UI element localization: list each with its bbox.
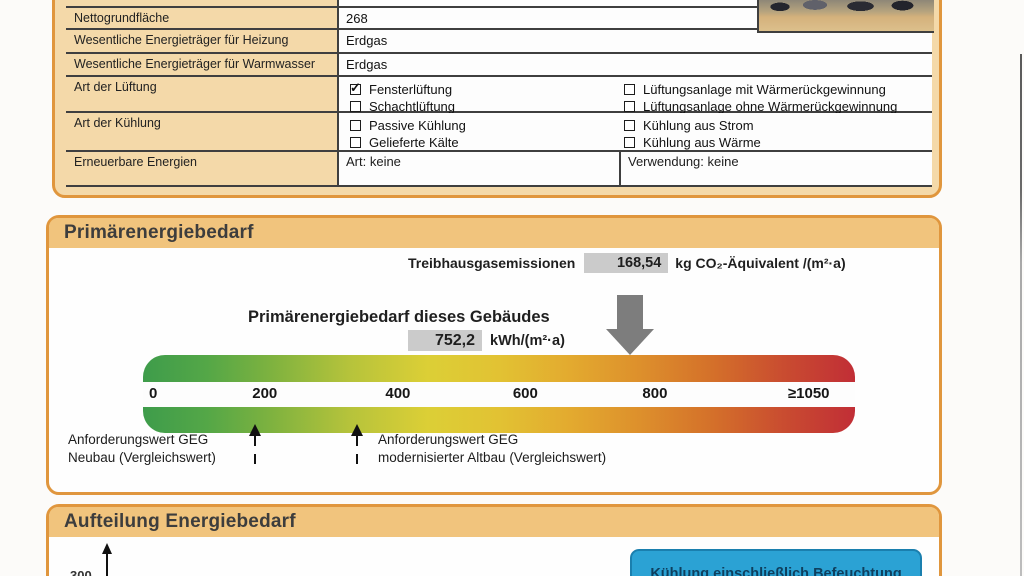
building-value-arrow-icon <box>606 295 654 355</box>
row-value: Erdgas <box>337 54 932 75</box>
req-marker-neubau-icon <box>248 424 262 464</box>
ghg-label: Treibhausgasemissionen <box>408 255 576 271</box>
checkbox-icon <box>350 120 361 131</box>
scale-tick: 200 <box>252 385 278 402</box>
option-label: Schachtlüftung <box>369 99 456 114</box>
checkbox-option: Fensterlüftung <box>350 80 624 98</box>
checkbox-option: Kühlung aus Strom <box>624 117 932 134</box>
table-row: Wesentliche Energieträger für Heizung Er… <box>66 30 932 54</box>
scale-tick-band: 0 200 400 600 800 ≥1050 <box>143 382 855 407</box>
checkbox-option: Lüftungsanlage mit Wärmerückgewinnung <box>624 81 932 98</box>
scale-tick: 400 <box>385 385 411 402</box>
checkbox-option: Gelieferte Kälte <box>350 134 624 151</box>
checkbox-icon <box>624 137 635 148</box>
checkbox-icon <box>350 137 361 148</box>
demand-value: 752,2 <box>408 330 482 351</box>
row-label: Nettogrundfläche <box>74 11 170 25</box>
checkbox-option: Kühlung aus Wärme <box>624 134 932 151</box>
table-row <box>66 0 932 8</box>
ghg-unit: kg CO₂-Äquivalent /(m²·a) <box>675 255 846 271</box>
ghg-value: 168,54 <box>584 253 669 273</box>
row-label: Wesentliche Energieträger für Heizung <box>74 33 289 47</box>
chart-y-axis-arrow-icon <box>100 543 114 576</box>
demand-unit: kWh/(m²·a) <box>490 332 565 349</box>
row-value: 268 <box>337 8 757 28</box>
renewables-art: Art: keine <box>339 152 621 185</box>
option-label: Passive Kühlung <box>369 118 466 133</box>
checkbox-group: Passive Kühlung Gelieferte Kälte Kühlung… <box>337 113 932 150</box>
checkbox-option: Passive Kühlung <box>350 117 624 134</box>
checkbox-checked-icon <box>350 80 361 96</box>
scale-tick: ≥1050 <box>787 385 830 402</box>
checkbox-icon <box>624 84 635 95</box>
building-aerial-photo <box>757 0 934 33</box>
req-altbau-text: Anforderungswert GEG modernisierter Altb… <box>378 432 607 465</box>
row-label: Art der Kühlung <box>74 116 161 130</box>
req-marker-altbau-icon <box>350 424 364 464</box>
table-row-ventilation: Art der Lüftung Fensterlüftung Schachtlü… <box>66 77 932 114</box>
checkbox-group: Fensterlüftung Schachtlüftung Lüftungsan… <box>337 77 932 114</box>
table-row-renewables: Erneuerbare Energien Art: keine Verwendu… <box>66 152 932 187</box>
demand-value-row: 752,2 kWh/(m²·a) <box>408 330 565 351</box>
table-row-cooling: Art der Kühlung Passive Kühlung Geliefer… <box>66 113 932 152</box>
table-row: Wesentliche Energieträger für Warmwasser… <box>66 54 932 77</box>
option-label: Kühlung aus Strom <box>643 118 754 133</box>
table-row: Nettogrundfläche 268 <box>66 8 932 30</box>
checkbox-option: Lüftungsanlage ohne Wärmerückgewinnung <box>624 98 932 115</box>
demand-label: Primärenergiebedarf dieses Gebäudes <box>248 308 550 326</box>
scan-page-edge <box>1020 54 1022 576</box>
energy-scale-gradient: 0 200 400 600 800 ≥1050 <box>143 355 855 433</box>
option-label: Lüftungsanlage ohne Wärmerückgewinnung <box>643 99 898 114</box>
scale-tick: 0 <box>149 385 158 402</box>
scale-tick: 600 <box>512 385 538 402</box>
section-title: Aufteilung Energiebedarf <box>49 507 939 537</box>
ghg-emissions-row: Treibhausgasemissionen 168,54 kg CO₂-Äqu… <box>408 253 846 273</box>
option-label: Fensterlüftung <box>369 82 453 97</box>
energy-split-box: Aufteilung Energiebedarf <box>46 504 942 576</box>
renewables-verwendung: Verwendung: keine <box>628 154 739 169</box>
option-label: Kühlung aus Wärme <box>643 135 761 150</box>
row-value: Erdgas <box>337 30 932 52</box>
checkbox-option: Schachtlüftung <box>350 98 624 115</box>
row-label <box>66 0 337 6</box>
checkbox-icon <box>350 101 361 112</box>
row-label: Erneuerbare Energien <box>74 155 197 169</box>
option-label: Lüftungsanlage mit Wärmerückgewinnung <box>643 82 886 97</box>
req-neubau-text: Anforderungswert GEG Neubau (Vergleichsw… <box>68 432 216 465</box>
option-label: Gelieferte Kälte <box>369 135 459 150</box>
row-label: Wesentliche Energieträger für Warmwasser <box>74 57 316 71</box>
checkbox-icon <box>624 101 635 112</box>
row-label: Art der Lüftung <box>74 80 157 94</box>
section-title: Primärenergiebedarf <box>49 218 939 248</box>
axis-label-fragment: 300 <box>70 568 92 576</box>
row-value <box>337 0 757 6</box>
cooling-legend-badge: Kühlung einschließlich Befeuchtung <box>630 549 922 576</box>
scale-tick: 800 <box>642 385 668 402</box>
checkbox-icon <box>624 120 635 131</box>
